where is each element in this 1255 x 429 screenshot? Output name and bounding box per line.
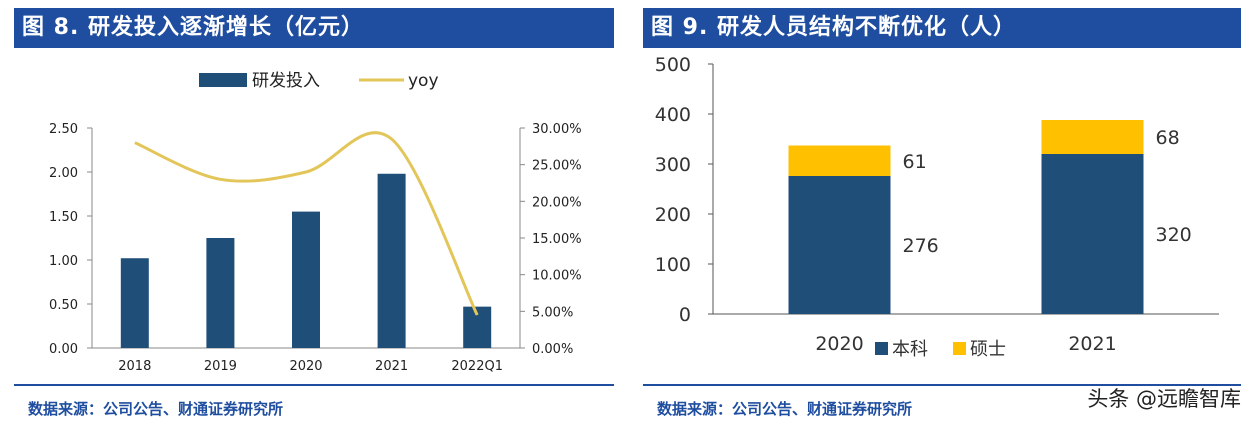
rd-investment-chart: 研发投入 yoy 0.00 0.50 1.00 1.50 2.00 2.50 0.00% 5.00… [49,71,582,374]
left-y-tick-label: 1.50 [49,210,78,225]
left-panel: 图 8. 研发投入逐渐增长（亿元） [14,8,614,48]
left-y-tick-label: 2.50 [49,122,78,137]
y-tick-label: 300 [655,154,691,176]
left-y-tick-label: 0.00 [49,342,78,357]
bar-master-2020 [788,145,891,176]
x-tick-label: 2020 [289,359,322,374]
y-tick-label: 400 [655,104,691,126]
x-tick-label: 2022Q1 [451,359,503,374]
bar-rd-investment-2021 [377,173,406,348]
x-tick-label: 2020 [815,333,863,355]
legend-label-rd-investment: 研发投入 [252,71,320,91]
y-tick-label: 500 [655,54,691,76]
left-divider [14,384,614,386]
yoy-line [134,131,479,316]
left-source-note: 数据来源：公司公告、财通证券研究所 [28,400,284,418]
legend-swatch-master [953,342,966,355]
y-tick-label: 200 [655,204,691,226]
right-panel: 图 9. 研发人员结构不断优化（人） [643,8,1241,48]
x-tick-label: 2018 [118,359,151,374]
right-source-note: 数据来源：公司公告、财通证券研究所 [657,400,913,418]
legend-label-master: 硕士 [970,339,1006,360]
bar-bachelor-2020 [788,176,891,314]
x-tick-label: 2021 [1068,333,1116,355]
right-y-tick-label: 20.00% [532,195,582,210]
right-y-tick-label: 10.00% [532,269,582,284]
legend-label-yoy: yoy [408,71,439,91]
right-y-tick-label: 25.00% [532,159,582,174]
watermark: 头条 @远瞻智库 [1087,387,1241,411]
y-tick-label: 100 [655,254,691,276]
bar-master-2021 [1041,120,1144,154]
bar-bachelor-2021 [1041,154,1144,314]
legend-swatch-rd-investment [199,73,247,87]
data-label-bachelor-2021: 320 [1156,224,1192,246]
right-y-tick-label: 30.00% [532,122,582,137]
bar-rd-investment-2018 [120,258,149,348]
bar-rd-investment-2019 [206,238,235,348]
data-label-master-2020: 61 [903,151,927,173]
right-y-tick-label: 15.00% [532,232,582,247]
data-label-bachelor-2020: 276 [903,235,939,257]
right-y-tick-label: 0.00% [532,342,573,357]
left-chart-title: 图 8. 研发投入逐渐增长（亿元） [14,8,614,48]
x-tick-label: 2019 [204,359,237,374]
bar-rd-investment-2020 [292,211,320,348]
left-y-tick-label: 1.00 [49,254,78,269]
data-label-master-2021: 68 [1156,127,1180,149]
legend-label-bachelor: 本科 [892,339,928,360]
right-chart-title: 图 9. 研发人员结构不断优化（人） [643,8,1241,48]
rd-staff-chart: 0 100 200 300 400 500 276 61 2020 320 68 2021 本科 硕士 [655,54,1219,360]
legend-swatch-bachelor [875,342,888,355]
y-tick-label: 0 [679,304,691,326]
x-tick-label: 2021 [375,359,408,374]
right-y-tick-label: 5.00% [532,305,573,320]
right-divider [643,384,1241,386]
left-y-tick-label: 0.50 [49,298,78,313]
left-y-tick-label: 2.00 [49,166,78,181]
